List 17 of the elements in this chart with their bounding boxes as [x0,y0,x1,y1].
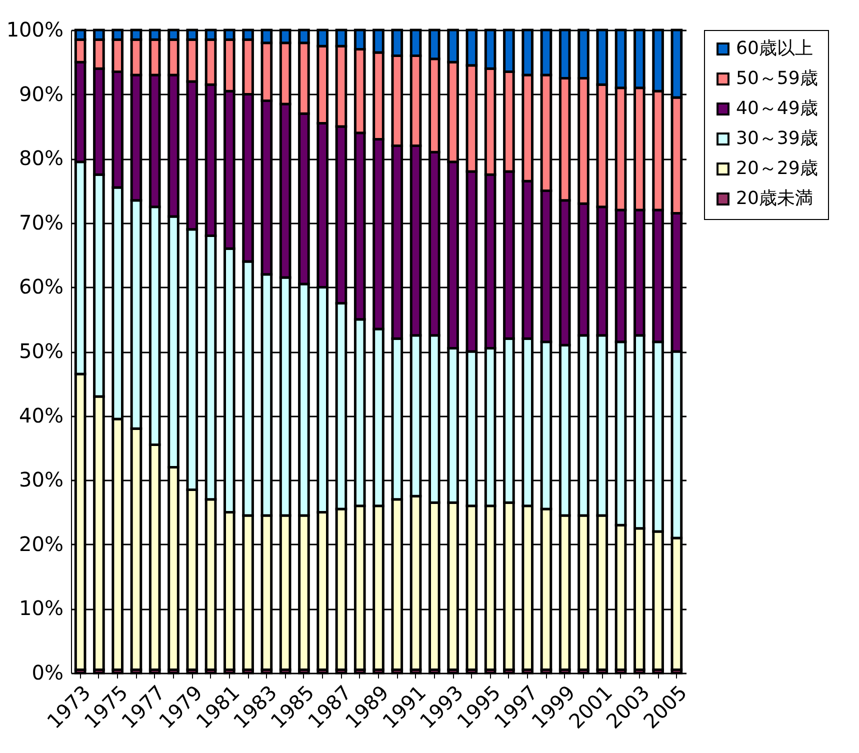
legend-label: 50～59歳 [736,68,818,89]
legend-label: 60歳以上 [736,38,813,59]
y-tick-label: 10% [19,596,64,620]
y-tick-label: 0% [32,660,64,684]
y-tick-label: 70% [19,210,64,234]
y-tick-label: 100% [6,18,64,42]
y-tick-label: 40% [19,403,64,428]
y-tick-label: 20% [19,532,64,556]
y-tick-label: 60% [19,274,64,299]
legend-label: 20～29歳 [736,158,818,179]
legend-label: 20歳未満 [736,188,813,209]
legend-label: 40～49歳 [736,98,818,119]
y-tick-label: 90% [19,82,64,106]
legend-label: 30～39歳 [736,128,818,149]
y-tick-label: 80% [19,146,64,170]
y-tick-label: 50% [19,339,64,363]
y-tick-label: 30% [19,468,64,492]
